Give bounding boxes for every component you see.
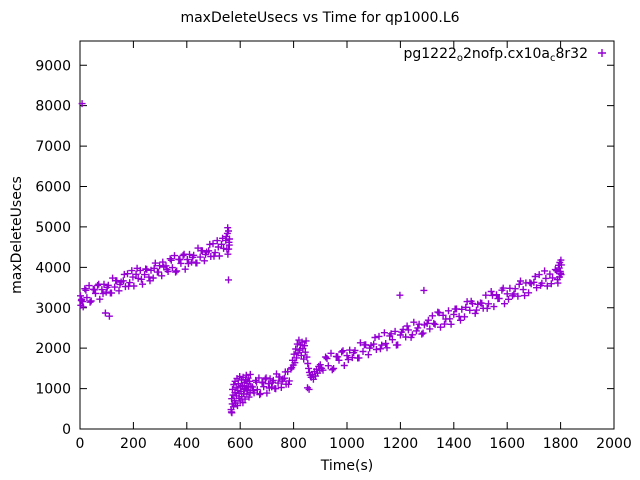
- x-tick-label: 1200: [383, 436, 419, 452]
- y-tick-label: 9000: [35, 58, 71, 74]
- x-tick-label: 1400: [436, 436, 472, 452]
- plot-border: [79, 40, 615, 430]
- y-tick-label: 8000: [35, 99, 71, 115]
- chart-title: maxDeleteUsecs vs Time for qp1000.L6: [180, 10, 460, 26]
- axis-ticks: [79, 41, 615, 430]
- x-tick-label: 800: [280, 436, 307, 452]
- x-axis-label: Time(s): [320, 458, 374, 474]
- x-tick-label: 0: [76, 436, 85, 452]
- y-tick-label: 0: [62, 422, 71, 438]
- x-tick-label: 400: [173, 436, 200, 452]
- y-tick-label: 4000: [35, 260, 71, 276]
- x-tick-label: 1600: [489, 436, 525, 452]
- legend-marker-icon: [598, 49, 606, 57]
- x-tick-label: 200: [120, 436, 147, 452]
- x-tick-label: 1000: [329, 436, 365, 452]
- y-tick-label: 6000: [35, 180, 71, 196]
- scatter-points: [77, 100, 565, 417]
- y-tick-label: 2000: [35, 341, 71, 357]
- y-tick-label: 7000: [35, 139, 71, 155]
- x-tick-label: 600: [227, 436, 254, 452]
- x-tick-label: 2000: [596, 436, 632, 452]
- legend-label: pg1222o2nofp.cx10ac8r32: [403, 46, 588, 64]
- x-tick-label: 1800: [543, 436, 579, 452]
- y-tick-label: 3000: [35, 301, 71, 317]
- y-tick-label: 5000: [35, 220, 71, 236]
- y-tick-label: 1000: [35, 382, 71, 398]
